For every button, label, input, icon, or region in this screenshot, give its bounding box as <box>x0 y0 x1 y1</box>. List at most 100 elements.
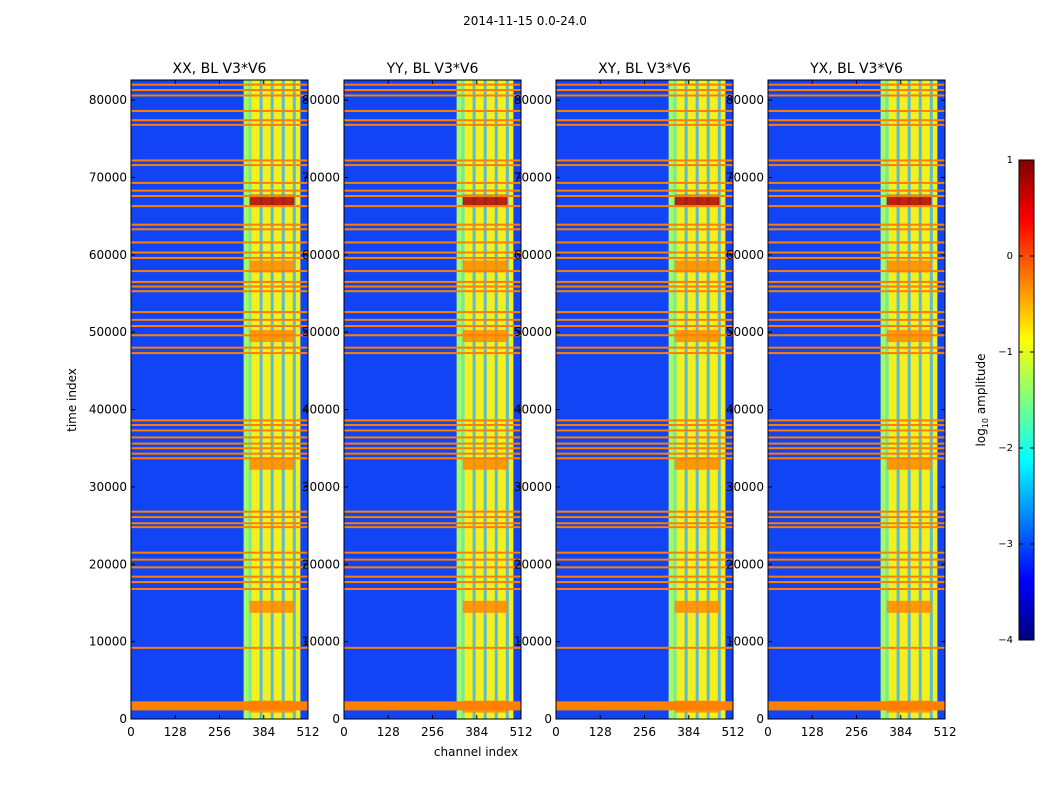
x-tick-label: 0 <box>764 725 772 739</box>
flagged-row <box>344 436 521 439</box>
x-tick-label: 384 <box>252 725 275 739</box>
flagged-row <box>131 119 308 122</box>
flagged-row <box>556 311 733 314</box>
rfi-band-edge <box>456 80 465 719</box>
flagged-row <box>131 646 308 649</box>
colorbar-tick-label: −1 <box>998 347 1013 358</box>
flagged-row <box>556 189 733 192</box>
y-tick-label: 70000 <box>302 170 340 184</box>
flagged-row <box>131 452 308 455</box>
flagged-row <box>768 581 945 584</box>
flagged-row <box>768 285 945 288</box>
flagged-row <box>344 352 521 355</box>
y-tick-label: 0 <box>332 712 340 726</box>
flagged-row <box>344 429 521 432</box>
flagged-row <box>131 522 308 525</box>
heatmap-panel-3: XY, BL V3*V6 0 128 256 384 512 0 10000 20000 3000… <box>514 61 745 739</box>
flagged-row <box>131 109 308 112</box>
flagged-row <box>768 566 945 569</box>
rfi-gap-stripe <box>505 80 509 719</box>
flagged-row <box>344 195 521 198</box>
flagged-row <box>344 189 521 192</box>
flagged-row <box>344 588 521 591</box>
flagged-row <box>768 516 945 519</box>
flagged-row <box>131 442 308 445</box>
y-tick-label: 50000 <box>514 325 552 339</box>
y-tick-label: 0 <box>119 712 127 726</box>
flagged-row <box>131 280 308 283</box>
x-tick-label: 256 <box>208 725 231 739</box>
flagged-row <box>344 119 521 122</box>
x-axis-label: channel index <box>434 745 518 759</box>
flagged-row <box>556 285 733 288</box>
y-tick-label: 50000 <box>89 325 127 339</box>
flagged-row <box>768 325 945 328</box>
colorbar-tick-label: 0 <box>1007 251 1013 262</box>
y-tick-label: 40000 <box>302 403 340 417</box>
flagged-row <box>556 256 733 259</box>
y-tick-label: 0 <box>756 712 764 726</box>
bright-event <box>674 260 720 273</box>
flagged-row <box>344 442 521 445</box>
flagged-row <box>131 241 308 244</box>
flagged-row <box>556 646 733 649</box>
flagged-row <box>768 280 945 283</box>
flagged-row <box>131 436 308 439</box>
x-tick-label: 128 <box>589 725 612 739</box>
flagged-row <box>344 419 521 422</box>
bright-event <box>462 260 508 273</box>
flagged-row <box>556 181 733 184</box>
panel-title: XY, BL V3*V6 <box>598 61 691 77</box>
flagged-row <box>556 701 733 708</box>
y-tick-label: 70000 <box>89 170 127 184</box>
flagged-row <box>556 241 733 244</box>
flagged-row <box>768 290 945 293</box>
flagged-row <box>768 429 945 432</box>
y-tick-label: 0 <box>544 712 552 726</box>
x-tick-label: 256 <box>633 725 656 739</box>
flagged-row <box>344 228 521 231</box>
colorbar-tick-label: 1 <box>1007 155 1013 166</box>
flagged-row <box>768 457 945 460</box>
flagged-row <box>556 429 733 432</box>
heatmap-panel-2: YY, BL V3*V6 0 128 256 384 512 0 10000 20000 3000… <box>302 61 533 739</box>
flagged-row <box>768 159 945 162</box>
colorbar: 1 0 −1 −2 −3 −4 log10 amplitude <box>974 155 1035 646</box>
flagged-row <box>768 452 945 455</box>
x-tick-label: 128 <box>801 725 824 739</box>
flagged-row <box>131 551 308 554</box>
rfi-gap-stripe <box>706 80 710 719</box>
flagged-row <box>344 510 521 513</box>
flagged-row <box>131 558 308 561</box>
flagged-row <box>131 270 308 273</box>
flagged-row <box>131 223 308 226</box>
bright-event <box>249 600 295 613</box>
x-tick-label: 384 <box>677 725 700 739</box>
flagged-row <box>556 119 733 122</box>
flagged-row <box>768 442 945 445</box>
flagged-row <box>768 195 945 198</box>
flagged-row <box>768 181 945 184</box>
flagged-row <box>344 452 521 455</box>
flagged-row <box>131 566 308 569</box>
panel-title: YY, BL V3*V6 <box>386 61 479 77</box>
flagged-row <box>131 457 308 460</box>
bright-event <box>886 457 932 470</box>
flagged-row <box>556 566 733 569</box>
x-tick-label: 0 <box>552 725 560 739</box>
y-tick-label: 20000 <box>514 557 552 571</box>
flagged-row <box>768 318 945 321</box>
flagged-row <box>344 526 521 529</box>
flagged-row <box>344 457 521 460</box>
x-tick-label: 512 <box>297 725 320 739</box>
y-tick-label: 70000 <box>514 170 552 184</box>
flagged-row <box>768 241 945 244</box>
flagged-row <box>556 352 733 355</box>
flagged-row <box>556 290 733 293</box>
flagged-row <box>131 181 308 184</box>
flagged-row <box>768 94 945 97</box>
flagged-row <box>131 526 308 529</box>
flagged-row <box>344 701 521 708</box>
flagged-row <box>131 325 308 328</box>
flagged-row <box>768 256 945 259</box>
